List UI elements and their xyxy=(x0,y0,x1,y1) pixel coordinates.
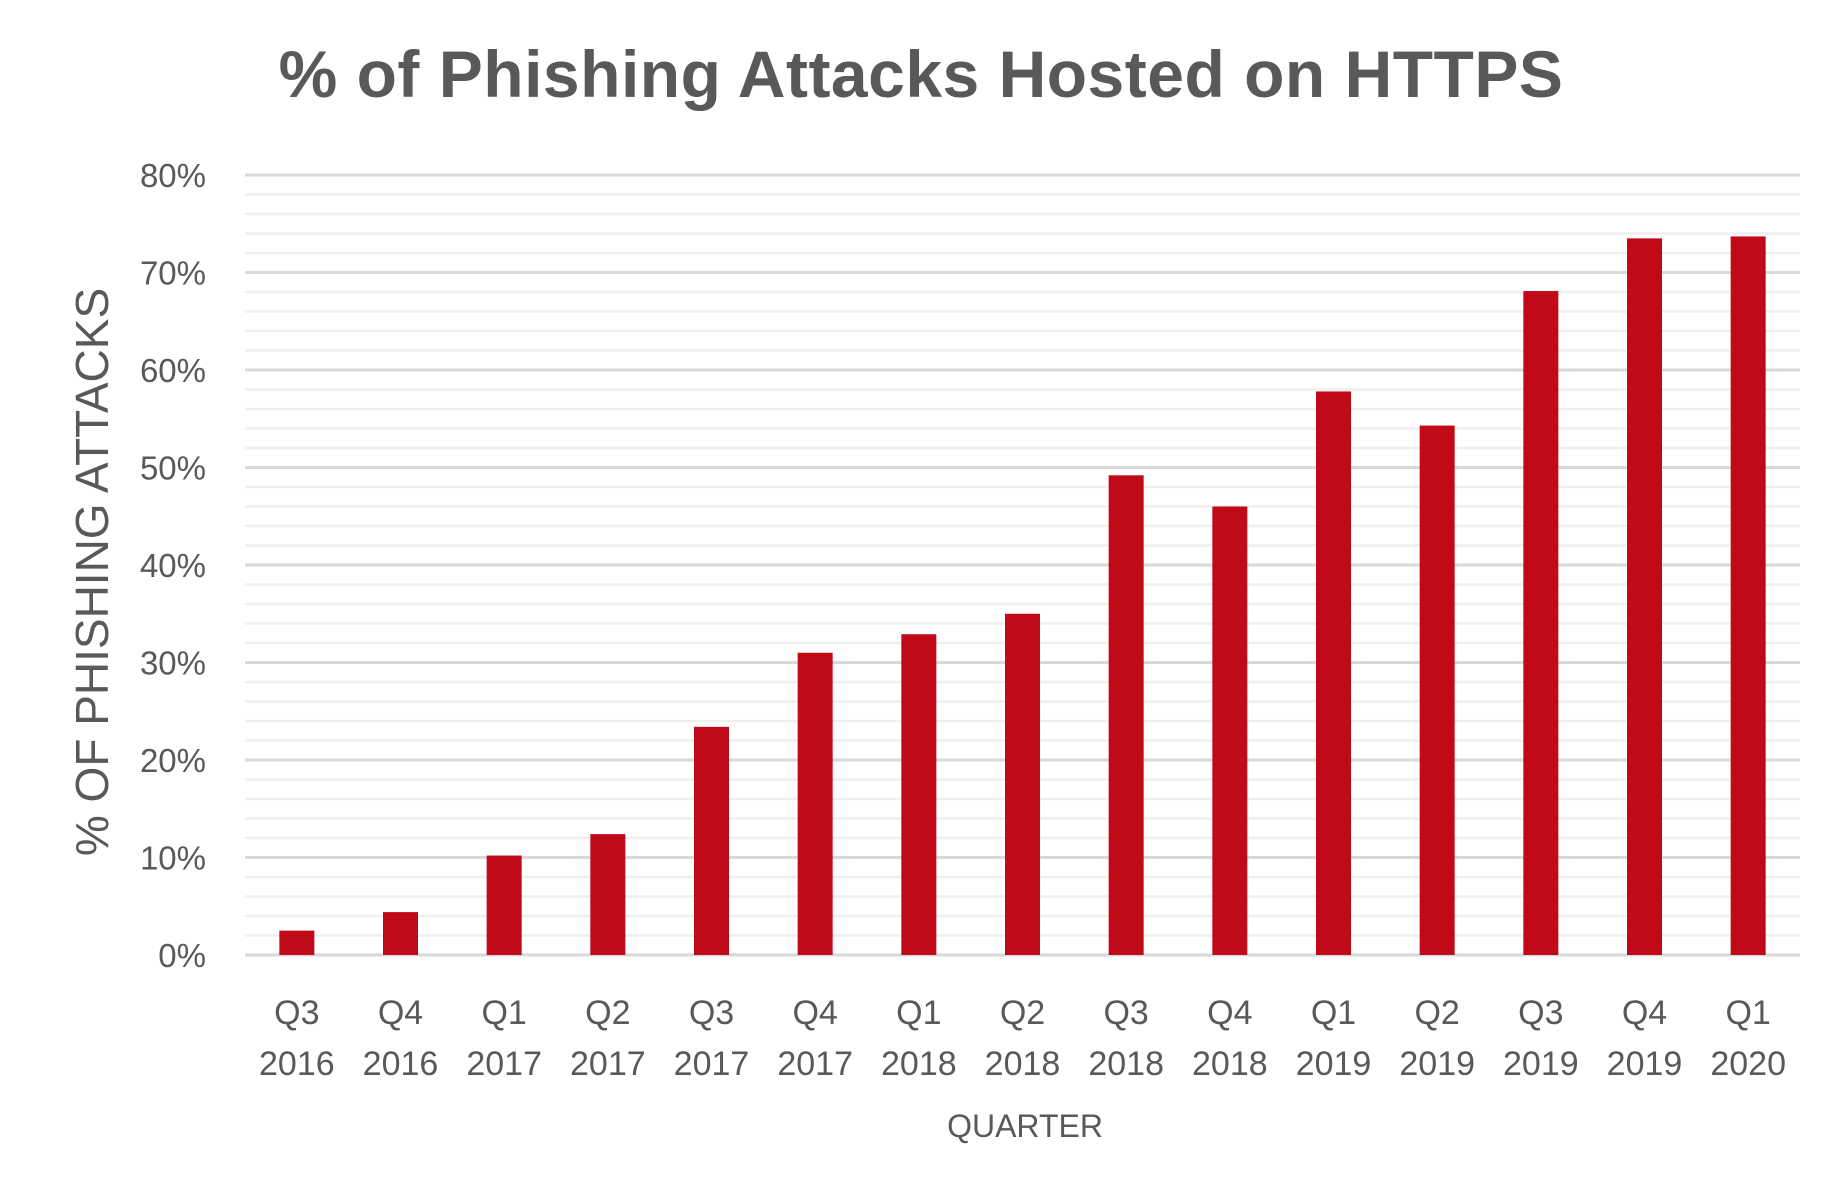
bar xyxy=(279,930,315,955)
x-tick-label-year: 2017 xyxy=(466,1045,542,1083)
bar xyxy=(486,855,522,955)
x-tick-label-year: 2016 xyxy=(259,1045,335,1083)
y-tick-label: 40% xyxy=(140,547,206,584)
bar xyxy=(590,834,626,955)
y-tick-label: 20% xyxy=(140,742,206,779)
bar xyxy=(797,652,833,955)
x-tick-label-quarter: Q1 xyxy=(1725,994,1770,1032)
x-tick-label-year: 2018 xyxy=(1192,1045,1268,1083)
y-tick-label: 0% xyxy=(158,937,206,974)
bar xyxy=(1419,425,1455,955)
bar xyxy=(694,726,729,955)
x-tick-label-quarter: Q4 xyxy=(1207,994,1252,1032)
y-tick-label: 60% xyxy=(140,352,206,389)
x-tick-label-year: 2017 xyxy=(674,1045,750,1083)
x-tick-label-year: 2018 xyxy=(881,1045,957,1083)
x-tick-label-year: 2017 xyxy=(570,1045,646,1083)
x-tick-label-quarter: Q4 xyxy=(1622,994,1667,1032)
y-axis-title: % OF PHISHING ATTACKS xyxy=(66,288,118,856)
x-tick-label-year: 2019 xyxy=(1399,1045,1475,1083)
x-tick-label-quarter: Q2 xyxy=(1414,994,1459,1032)
x-tick-label-quarter: Q1 xyxy=(481,994,526,1032)
y-axis-tick-labels: 0% 10% 20% 30% 40% 50% 60% 70% 80% xyxy=(140,157,206,974)
x-tick-label-year: 2018 xyxy=(985,1045,1061,1083)
x-tick-label-quarter: Q3 xyxy=(1103,994,1148,1032)
x-tick-label-year: 2019 xyxy=(1296,1045,1372,1083)
bar xyxy=(1005,613,1040,955)
x-tick-label-quarter: Q3 xyxy=(689,994,734,1032)
x-tick-label-year: 2019 xyxy=(1503,1045,1579,1083)
x-axis-category-labels: Q3 2016 Q4 2016 Q1 2017 Q2 2017 Q3 2017 Q4 2017 Q1 20… xyxy=(259,994,1786,1083)
x-tick-label-quarter: Q2 xyxy=(1000,994,1045,1032)
x-tick-label-quarter: Q1 xyxy=(1311,994,1356,1032)
x-tick-label-quarter: Q3 xyxy=(1518,994,1563,1032)
y-tick-label: 30% xyxy=(140,645,206,682)
bar xyxy=(1730,236,1766,956)
bar xyxy=(1316,391,1351,955)
x-tick-label-year: 2017 xyxy=(777,1045,853,1083)
y-tick-label: 50% xyxy=(140,450,206,487)
x-tick-label-quarter: Q3 xyxy=(274,994,319,1032)
x-tick-label-quarter: Q2 xyxy=(585,994,630,1032)
bar xyxy=(1108,475,1144,955)
x-tick-label-year: 2019 xyxy=(1607,1045,1683,1083)
x-axis-title: QUARTER xyxy=(947,1108,1103,1144)
bar xyxy=(383,912,418,955)
chart-title: % of Phishing Attacks Hosted on HTTPS xyxy=(278,37,1564,111)
bar xyxy=(1212,506,1248,955)
y-tick-label: 10% xyxy=(140,840,206,877)
x-tick-label-year: 2016 xyxy=(363,1045,439,1083)
y-tick-label: 70% xyxy=(140,255,206,292)
bar xyxy=(1627,238,1662,955)
y-tick-label: 80% xyxy=(140,157,206,194)
bar xyxy=(1523,291,1559,955)
x-tick-label-quarter: Q4 xyxy=(378,994,423,1032)
x-tick-label-year: 2020 xyxy=(1710,1045,1786,1083)
bars xyxy=(279,236,1766,956)
x-tick-label-quarter: Q1 xyxy=(896,994,941,1032)
bar xyxy=(901,634,937,955)
x-tick-label-quarter: Q4 xyxy=(792,994,837,1032)
x-tick-label-year: 2018 xyxy=(1088,1045,1164,1083)
